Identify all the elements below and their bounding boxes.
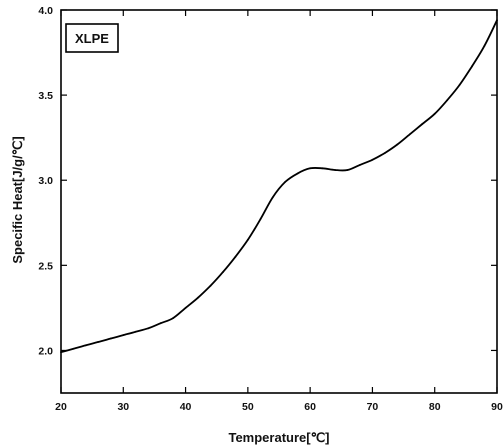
- series-line-xlpe: [60, 19, 498, 353]
- data-point: [222, 271, 224, 274]
- data-point: [421, 123, 424, 125]
- data-point: [134, 330, 137, 333]
- y-tick-label: 2.0: [38, 345, 53, 357]
- data-point: [271, 196, 274, 199]
- data-point: [147, 327, 150, 330]
- x-tick-label: 90: [491, 401, 503, 413]
- data-point: [321, 167, 324, 170]
- y-tick-label: 3.5: [38, 90, 53, 102]
- data-point: [159, 322, 162, 325]
- y-tick-label: 2.5: [38, 260, 53, 272]
- data-point: [458, 83, 461, 86]
- data-point: [309, 167, 312, 170]
- data-point: [296, 172, 299, 175]
- data-point: [259, 218, 262, 221]
- data-point: [109, 337, 112, 340]
- data-point: [85, 344, 87, 347]
- data-point: [197, 296, 199, 299]
- y-tick-label: 3.0: [38, 175, 53, 187]
- x-tick-label: 50: [242, 401, 254, 413]
- y-axis-ticks: 2.0 2.5 3.0 3.5 4.0: [38, 5, 497, 357]
- x-tick-label: 20: [55, 401, 67, 413]
- data-point: [246, 238, 249, 241]
- data-point: [408, 133, 411, 136]
- legend-label-xlpe: XLPE: [75, 31, 109, 46]
- data-point: [433, 112, 436, 115]
- y-tick-label: 4.0: [38, 5, 53, 17]
- data-point: [496, 19, 498, 22]
- series-points: [60, 19, 498, 354]
- data-point: [184, 306, 187, 309]
- x-tick-label: 40: [180, 401, 192, 413]
- data-point: [60, 351, 62, 354]
- data-point: [284, 181, 287, 183]
- data-point: [483, 44, 486, 47]
- data-point: [359, 164, 361, 166]
- data-point: [72, 347, 75, 350]
- plot-area: [60, 9, 498, 394]
- data-point: [209, 284, 212, 287]
- data-point: [346, 169, 349, 171]
- data-point: [172, 317, 175, 320]
- data-point: [97, 341, 100, 343]
- x-axis-ticks: 20 30 40 50 60 70 80 90: [55, 10, 503, 413]
- x-tick-label: 30: [117, 401, 129, 413]
- x-tick-label: 70: [367, 401, 379, 413]
- x-tick-label: 60: [304, 401, 316, 413]
- data-point: [446, 99, 449, 102]
- legend-box: [65, 23, 119, 53]
- y-axis-title: Specific Heat[J/g/℃]: [10, 136, 25, 263]
- x-tick-label: 80: [429, 401, 441, 413]
- x-axis-title: Temperature[℃]: [228, 430, 329, 445]
- data-point: [471, 65, 473, 68]
- data-point: [371, 158, 374, 161]
- legend: XLPE: [65, 23, 119, 53]
- data-point: [234, 255, 237, 258]
- data-point: [334, 169, 336, 171]
- data-point: [122, 334, 125, 337]
- data-point: [383, 152, 386, 154]
- data-point: [396, 143, 399, 146]
